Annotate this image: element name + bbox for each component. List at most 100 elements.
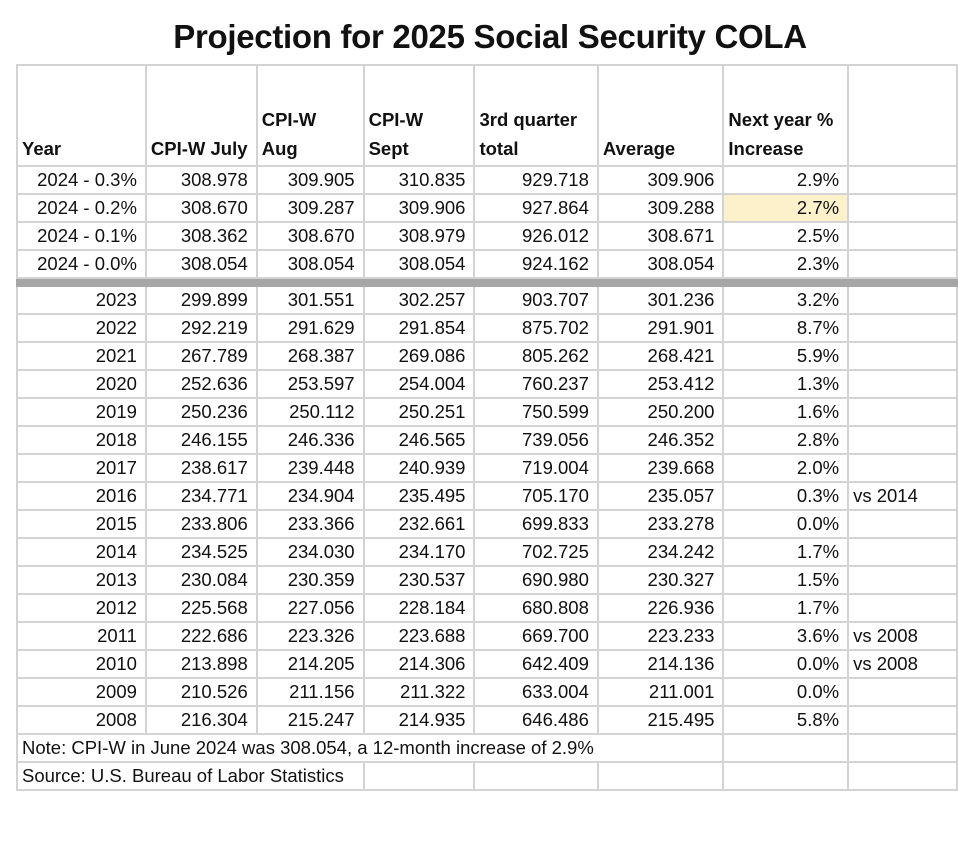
cell-year: 2010	[16, 649, 147, 679]
cell-july: 308.978	[144, 165, 258, 195]
cell-sept: 232.661	[362, 509, 476, 539]
cell-year: 2021	[16, 341, 147, 371]
cell-aug: 291.629	[255, 313, 365, 343]
cell-total: 875.702	[473, 313, 599, 343]
cell-year: 2009	[16, 677, 147, 707]
cell-july: 216.304	[144, 705, 258, 735]
cell-july: 308.362	[144, 221, 258, 251]
cell-note	[847, 565, 958, 595]
cell-year: 2024 - 0.1%	[16, 221, 147, 251]
cell-sept: 228.184	[362, 593, 476, 623]
cell-note	[847, 193, 958, 223]
cell-pct: 1.7%	[722, 593, 850, 623]
cell-total: 760.237	[473, 369, 599, 399]
cell-year: 2020	[16, 369, 147, 399]
cell-total: 903.707	[473, 285, 599, 315]
cell-total: 680.808	[473, 593, 599, 623]
cell-pct: 1.3%	[722, 369, 850, 399]
history-row: 2021 267.789 268.387 269.086 805.262 268.421 5…	[16, 341, 958, 371]
cell-avg: 253.412	[596, 369, 725, 399]
separator-cell	[16, 277, 958, 287]
cell-note	[847, 165, 958, 195]
cell-total: 705.170	[473, 481, 599, 511]
cell-aug: 234.904	[255, 481, 365, 511]
cell-july: 252.636	[144, 369, 258, 399]
cell-july: 225.568	[144, 593, 258, 623]
cell-note	[847, 313, 958, 343]
cell-note	[847, 285, 958, 315]
cell-pct: 2.3%	[722, 249, 850, 279]
header-total: 3rd quarter total	[473, 64, 599, 167]
cell-aug: 230.359	[255, 565, 365, 595]
cell-aug: 253.597	[255, 369, 365, 399]
cell-year: 2017	[16, 453, 147, 483]
cell-total: 699.833	[473, 509, 599, 539]
cell-july: 238.617	[144, 453, 258, 483]
header-blank	[847, 64, 958, 167]
cell-avg: 268.421	[596, 341, 725, 371]
header-row: Year CPI-W July CPI-W Aug CPI-W Sept 3rd…	[16, 64, 958, 167]
cell-year: 2014	[16, 537, 147, 567]
cell-sept: 250.251	[362, 397, 476, 427]
cell-sept: 234.170	[362, 537, 476, 567]
history-row: 2009 210.526 211.156 211.322 633.004 211.001 0…	[16, 677, 958, 707]
cell-note	[847, 593, 958, 623]
cell-pct: 2.8%	[722, 425, 850, 455]
cell-avg: 214.136	[596, 649, 725, 679]
cell-aug: 211.156	[255, 677, 365, 707]
cell-note	[847, 425, 958, 455]
cell-pct: 2.0%	[722, 453, 850, 483]
projection-row: 2024 - 0.2% 308.670 309.287 309.906 927.864 3…	[16, 193, 958, 223]
projection-row: 2024 - 0.3% 308.978 309.905 310.835 929.718 3…	[16, 165, 958, 195]
cell-avg: 226.936	[596, 593, 725, 623]
cell-pct: 5.9%	[722, 341, 850, 371]
cell-avg: 239.668	[596, 453, 725, 483]
cell-july: 246.155	[144, 425, 258, 455]
cell-total: 739.056	[473, 425, 599, 455]
cell-july: 222.686	[144, 621, 258, 651]
cell-sept: 246.565	[362, 425, 476, 455]
cell-total: 646.486	[473, 705, 599, 735]
cell-pct: 0.0%	[722, 649, 850, 679]
cell-aug: 268.387	[255, 341, 365, 371]
cell-note	[847, 537, 958, 567]
cell-sept: 309.906	[362, 193, 476, 223]
empty-cell	[722, 761, 850, 791]
cell-sept: 310.835	[362, 165, 476, 195]
cell-july: 233.806	[144, 509, 258, 539]
cell-note	[847, 509, 958, 539]
cell-july: 250.236	[144, 397, 258, 427]
cell-sept: 308.054	[362, 249, 476, 279]
cell-aug: 301.551	[255, 285, 365, 315]
cell-total: 924.162	[473, 249, 599, 279]
cell-note	[847, 397, 958, 427]
history-row: 2020 252.636 253.597 254.004 760.237 253.412 1…	[16, 369, 958, 399]
cell-aug: 214.205	[255, 649, 365, 679]
cell-total: 750.599	[473, 397, 599, 427]
cell-aug: 227.056	[255, 593, 365, 623]
cell-sept: 235.495	[362, 481, 476, 511]
cell-pct: 8.7%	[722, 313, 850, 343]
history-row: 2013 230.084 230.359 230.537 690.980 230.327 1…	[16, 565, 958, 595]
cell-year: 2023	[16, 285, 147, 315]
projection-row: 2024 - 0.0% 308.054 308.054 308.054 924.162 3…	[16, 249, 958, 279]
empty-cell	[847, 761, 958, 791]
cell-avg: 309.906	[596, 165, 725, 195]
projection-row: 2024 - 0.1% 308.362 308.670 308.979 926.012 3…	[16, 221, 958, 251]
history-row: 2018 246.155 246.336 246.565 739.056 246.352 2…	[16, 425, 958, 455]
cell-sept: 269.086	[362, 341, 476, 371]
cell-pct: 1.7%	[722, 537, 850, 567]
cell-note: vs 2008	[847, 621, 958, 651]
cell-year: 2008	[16, 705, 147, 735]
cell-total: 702.725	[473, 537, 599, 567]
cell-year: 2019	[16, 397, 147, 427]
header-year: Year	[16, 64, 147, 167]
separator-band	[16, 277, 958, 287]
cola-table: Year CPI-W July CPI-W Aug CPI-W Sept 3rd…	[15, 64, 958, 791]
header-july: CPI-W July	[144, 64, 258, 167]
cell-pct: 0.3%	[722, 481, 850, 511]
cell-total: 929.718	[473, 165, 599, 195]
cell-year: 2024 - 0.0%	[16, 249, 147, 279]
cell-year: 2013	[16, 565, 147, 595]
cell-aug: 308.670	[255, 221, 365, 251]
